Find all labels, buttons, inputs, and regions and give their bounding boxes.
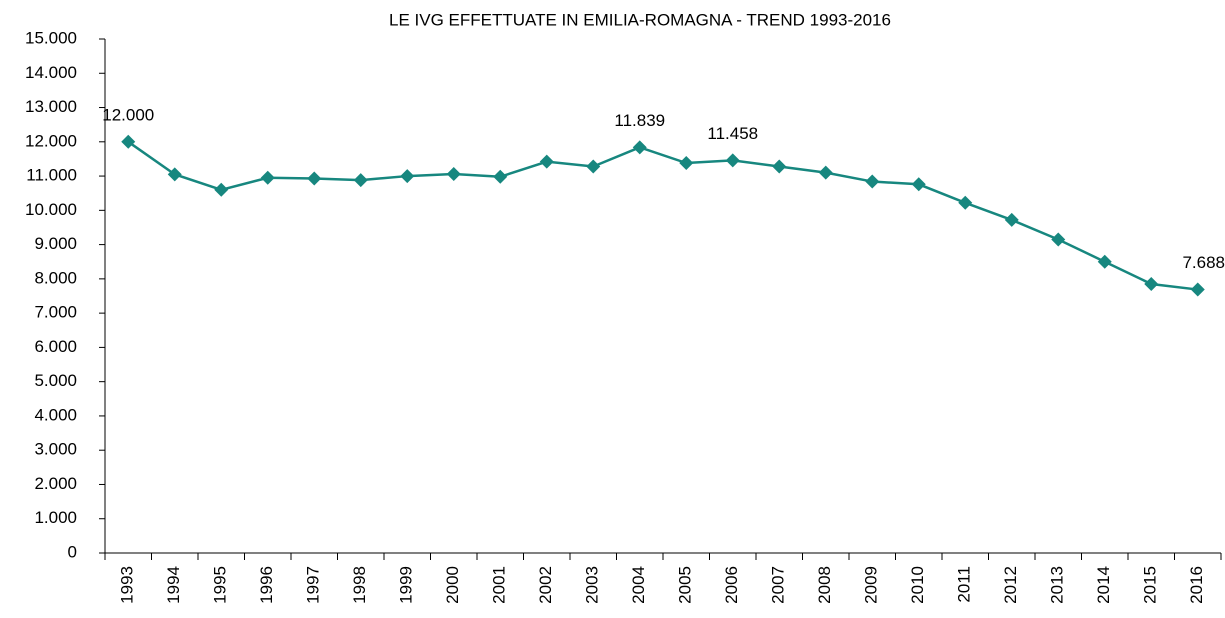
x-tick-label: 2007	[769, 566, 788, 604]
chart-title: LE IVG EFFETTUATE IN EMILIA-ROMAGNA - TR…	[389, 10, 891, 29]
marker	[307, 171, 322, 186]
y-tick-label: 14.000	[25, 63, 77, 82]
y-tick-label: 8.000	[34, 268, 77, 287]
y-tick-label: 5.000	[34, 371, 77, 390]
marker	[214, 182, 229, 197]
marker	[353, 173, 368, 188]
data-label: 11.839	[614, 111, 665, 130]
x-tick-label: 2004	[629, 566, 648, 604]
marker	[632, 140, 647, 155]
y-tick-label: 9.000	[34, 234, 77, 253]
x-tick-label: 2015	[1141, 566, 1160, 604]
x-tick-label: 2005	[676, 566, 695, 604]
y-tick-label: 1.000	[34, 508, 77, 527]
x-tick-label: 2008	[815, 566, 834, 604]
marker	[679, 156, 694, 171]
line	[127, 140, 1198, 291]
y-tick-label: 2.000	[34, 474, 77, 493]
marker	[586, 159, 601, 174]
marker	[818, 165, 833, 180]
x-tick-label: 2002	[536, 566, 555, 604]
x-tick-label: 1994	[164, 566, 183, 604]
x-tick-label: 1996	[257, 566, 276, 604]
y-tick-label: 4.000	[34, 405, 77, 424]
y-tick-label: 3.000	[34, 440, 77, 459]
x-tick-label: 2000	[443, 566, 462, 604]
data-label: 11.458	[707, 124, 758, 143]
marker	[958, 195, 973, 210]
marker	[725, 153, 740, 168]
x-tick-label: 2006	[722, 566, 741, 604]
x-tick-label: 2009	[862, 566, 881, 604]
marker	[1004, 212, 1019, 227]
marker	[493, 169, 508, 184]
x-tick-label: 2003	[583, 566, 602, 604]
y-tick-label: 15.000	[25, 28, 77, 47]
marker	[400, 169, 415, 184]
x-tick-label: 2012	[1001, 566, 1020, 604]
marker	[121, 134, 136, 149]
x-tick-label: 2013	[1048, 566, 1067, 604]
data-label: 12.000	[102, 105, 154, 124]
y-tick-label: 0	[68, 542, 77, 561]
marker	[772, 159, 787, 174]
x-tick-label: 1999	[397, 566, 416, 604]
marker	[1051, 232, 1066, 247]
x-tick-label: 1993	[118, 566, 137, 604]
data-label: 7.688	[1182, 253, 1225, 272]
marker	[1190, 282, 1205, 297]
x-tick-label: 2014	[1094, 566, 1113, 604]
x-tick-label: 2016	[1187, 566, 1206, 604]
marker	[911, 177, 926, 192]
marker	[260, 170, 275, 185]
marker	[865, 174, 880, 189]
y-tick-label: 10.000	[25, 200, 77, 219]
x-tick-label: 2011	[955, 566, 974, 603]
y-tick-label: 6.000	[34, 337, 77, 356]
marker	[1144, 277, 1159, 292]
x-tick-label: 1998	[350, 566, 369, 604]
y-tick-label: 11.000	[26, 166, 77, 185]
marker	[1097, 254, 1112, 269]
y-tick-label: 13.000	[25, 97, 77, 116]
y-tick-label: 12.000	[25, 131, 77, 150]
marker	[539, 154, 554, 169]
x-tick-label: 1997	[304, 566, 323, 604]
x-tick-label: 1995	[211, 566, 230, 604]
x-tick-label: 2001	[490, 566, 509, 604]
marker	[167, 167, 182, 182]
x-tick-label: 2010	[908, 566, 927, 604]
marker	[446, 167, 461, 182]
y-tick-label: 7.000	[34, 303, 77, 322]
